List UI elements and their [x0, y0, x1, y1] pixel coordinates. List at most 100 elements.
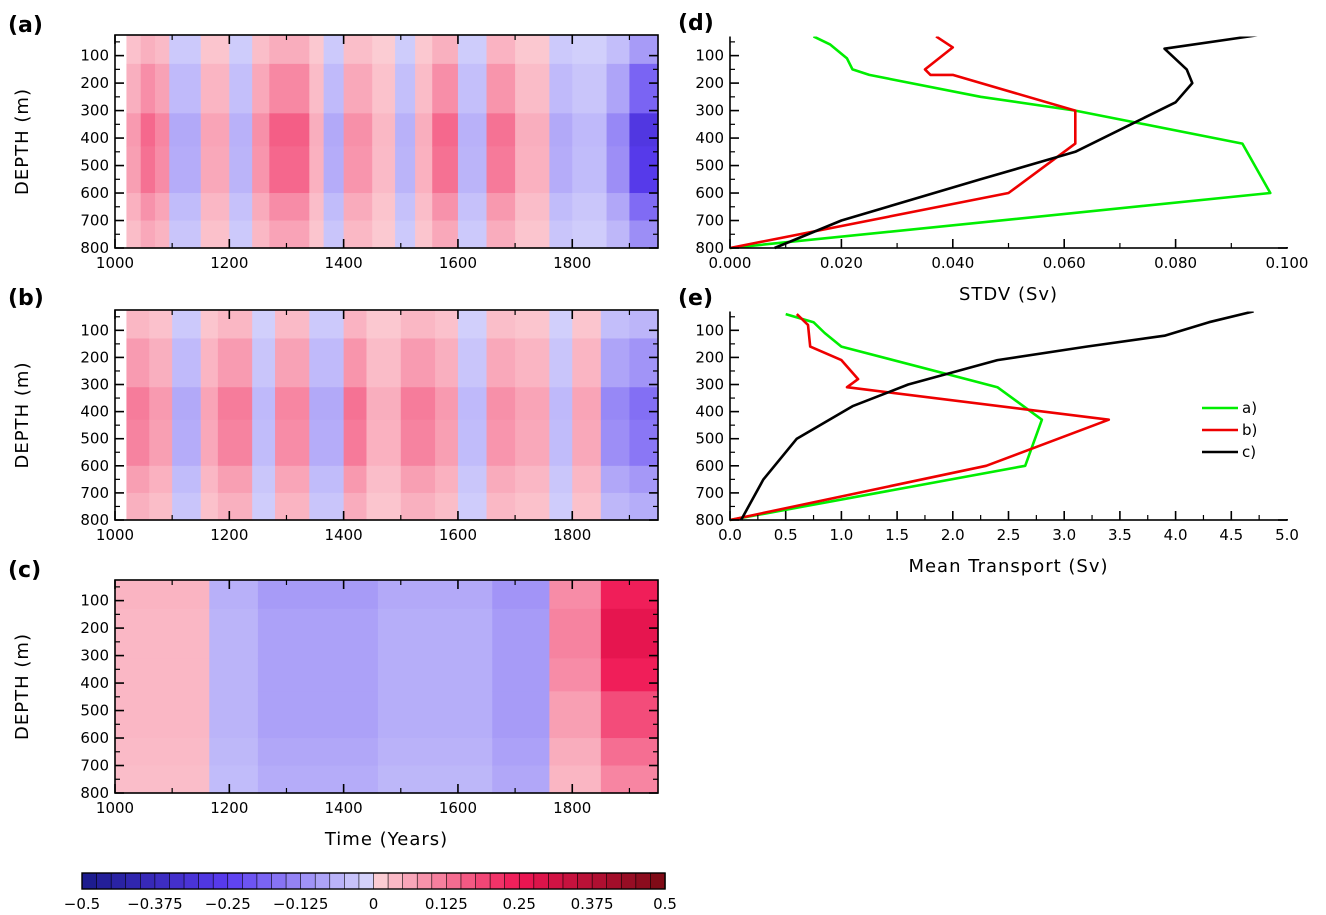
y-tick-label: 500	[695, 430, 724, 448]
heatmap-cell	[549, 338, 573, 388]
x-tick-label: 0.080	[1154, 254, 1197, 272]
series-line-b	[729, 35, 1077, 250]
heatmap-field	[115, 580, 659, 794]
heatmap-cell	[492, 608, 550, 659]
heatmap-cell	[377, 738, 493, 767]
heatmap-cell	[140, 193, 156, 222]
y-tick-label: 400	[80, 129, 109, 147]
heatmap-cell	[395, 193, 416, 222]
heatmap-cell	[377, 580, 493, 610]
colorbar-cell	[518, 872, 535, 890]
heatmap-cell	[275, 465, 310, 494]
heatmap-cell	[486, 113, 516, 147]
x-axis-label: STDV (Sv)	[959, 284, 1058, 305]
heatmap-cell	[606, 63, 631, 114]
heatmap-cell	[457, 387, 488, 421]
heatmap-cell	[515, 338, 550, 388]
heatmap-cell	[309, 419, 345, 467]
heatmap-cell	[149, 310, 173, 340]
heatmap-cell	[252, 113, 270, 147]
heatmap-cell	[200, 220, 230, 249]
colorbar-cell	[577, 872, 593, 890]
colorbar-cell	[402, 872, 418, 890]
heatmap-cell	[486, 387, 516, 421]
heatmap-cell	[309, 146, 325, 194]
heatmap-cell	[149, 387, 173, 421]
heatmap-cell	[515, 63, 550, 114]
heatmap-cell	[457, 113, 488, 147]
heatmap-cell	[115, 608, 210, 659]
heatmap-cell	[372, 193, 396, 222]
heatmap-cell	[432, 220, 459, 249]
heatmap-cell	[629, 387, 659, 421]
y-tick-label: 700	[80, 757, 109, 775]
heatmap-cell	[229, 193, 253, 222]
heatmap-cell	[149, 492, 173, 521]
heatmap-cell	[140, 113, 156, 147]
x-tick-label: 1000	[96, 526, 134, 544]
heatmap-cell	[549, 765, 602, 794]
x-tick-label: 1600	[439, 799, 477, 817]
heatmap-cell	[549, 608, 602, 659]
colorbar-cell	[212, 872, 229, 890]
heatmap-cell	[115, 765, 210, 794]
heatmap-cell	[275, 492, 310, 521]
heatmap-cell	[492, 738, 550, 767]
heatmap-cell	[126, 338, 150, 388]
y-tick-label: 400	[80, 403, 109, 421]
heatmap-cell	[549, 465, 573, 494]
heatmap-cell	[309, 338, 345, 388]
y-tick-label: 300	[695, 102, 724, 120]
heatmap-cell	[323, 146, 345, 194]
heatmap-cell	[492, 765, 550, 794]
colorbar-cell	[606, 872, 622, 890]
heatmap-cell	[252, 338, 276, 388]
heatmap-cell	[629, 35, 659, 65]
heatmap-cell	[343, 63, 373, 114]
colorbar-cell	[169, 872, 185, 890]
heatmap-cell	[115, 580, 210, 610]
colorbar-cell	[591, 872, 608, 890]
heatmap-cell	[572, 465, 602, 494]
heatmap-cell	[629, 146, 659, 194]
heatmap-cell	[126, 220, 142, 249]
colorbar-cell	[329, 872, 346, 890]
heatmap-cell	[572, 146, 608, 194]
heatmap-cell	[140, 63, 156, 114]
y-tick-label: 500	[695, 157, 724, 175]
heatmap-cell	[549, 691, 602, 739]
colorbar-cell	[504, 872, 520, 890]
x-tick-label: 0.5	[774, 526, 798, 544]
heatmap-cell	[229, 146, 253, 194]
heatmap-cell	[572, 310, 602, 340]
heatmap-cell	[377, 691, 493, 739]
heatmap-cell	[309, 63, 325, 114]
heatmap-cell	[572, 387, 602, 421]
y-tick-label: 700	[695, 212, 724, 230]
heatmap-cell	[200, 387, 219, 421]
heatmap-cell	[395, 63, 416, 114]
heatmap-cell	[366, 465, 402, 494]
heatmap-cell	[343, 465, 368, 494]
colorbar-cell	[548, 872, 564, 890]
heatmap-cell	[343, 146, 373, 194]
colorbar-cell	[475, 872, 491, 890]
heatmap-cell	[366, 419, 402, 467]
heatmap-cell	[169, 63, 202, 114]
x-tick-label: 1200	[210, 799, 248, 817]
heatmap-cell	[257, 658, 379, 692]
heatmap-cell	[549, 492, 573, 521]
x-tick-label: 1800	[553, 254, 591, 272]
heatmap-cell	[395, 113, 416, 147]
series-line-c	[739, 310, 1254, 521]
heatmap-cell	[606, 113, 631, 147]
heatmap-cell	[400, 310, 436, 340]
heatmap-cell	[432, 146, 459, 194]
heatmap-cell	[366, 387, 402, 421]
colorbar-cell	[183, 872, 200, 890]
heatmap-cell	[606, 35, 631, 65]
heatmap-cell	[372, 63, 396, 114]
x-axis-label: Mean Transport (Sv)	[908, 556, 1108, 577]
